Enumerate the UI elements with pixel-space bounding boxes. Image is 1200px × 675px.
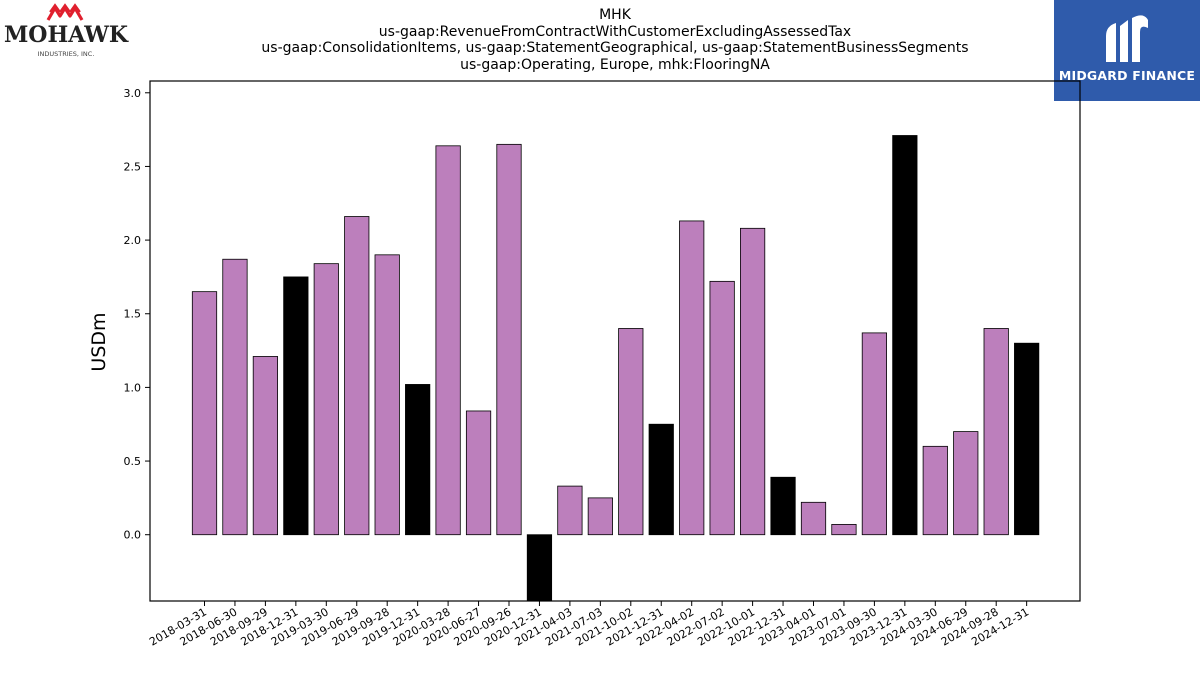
bar [283,276,309,536]
bar [1014,342,1040,536]
title-line: us-gaap:Operating, Europe, mhk:FlooringN… [460,56,770,73]
bar [252,356,278,536]
midgard-finance-logo: MIDGARD FINANCE [1054,0,1200,101]
bar [892,135,918,536]
bar [435,145,461,536]
midgard-emblem-icon [1106,15,1148,62]
bar [374,254,400,536]
bar [861,332,888,536]
mohawk-wordmark: MOHAWK [4,22,129,48]
mohawk-wave-icon [46,3,84,21]
midgard-wordmark: MIDGARD FINANCE [1058,68,1196,83]
y-tick-label: 0.5 [124,455,142,468]
bar [922,445,948,536]
title-line: us-gaap:RevenueFromContractWithCustomerE… [378,23,852,40]
plot-frame [149,80,1081,602]
bar [679,220,705,536]
bar [618,328,644,536]
title-line: MHK [599,7,631,23]
y-tick-label: 2.0 [124,234,142,247]
bar [983,328,1009,536]
chart-title: MHK us-gaap:RevenueFromContractWithCusto… [200,7,1030,73]
bar [405,384,431,536]
bar [648,423,674,536]
bar [526,534,553,602]
y-tick-label: 2.5 [124,160,142,173]
bar [496,143,522,536]
mohawk-subtitle: INDUSTRIES, INC. [38,50,95,58]
y-tick-label: 3.0 [124,87,142,100]
bar [831,523,857,536]
bar [191,291,218,536]
bar [770,476,796,536]
bar [557,485,583,536]
bar [344,216,370,536]
mohawk-logo: MOHAWK INDUSTRIES, INC. [0,0,135,62]
bar [709,280,735,536]
y-tick-label: 1.0 [124,381,142,394]
bar [953,431,979,536]
bar [222,258,248,536]
y-tick-label: 0.0 [124,529,142,542]
bar [313,263,339,536]
y-tick-label: 1.5 [124,308,142,321]
bar [587,497,613,536]
bar [800,501,827,536]
bar [465,410,492,536]
y-axis-label: USDm [88,312,110,371]
bar [740,227,766,536]
title-line: us-gaap:ConsolidationItems, us-gaap:Stat… [261,40,969,56]
